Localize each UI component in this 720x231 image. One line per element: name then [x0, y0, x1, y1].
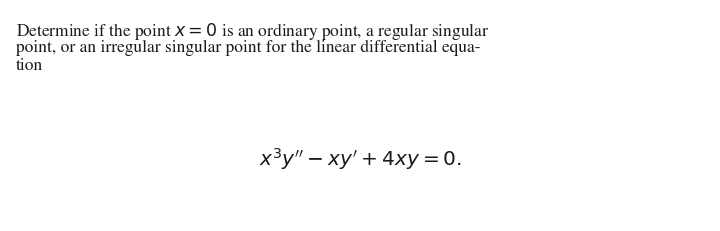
Text: Determine if the point $x = 0$ is an ordinary point, a regular singular: Determine if the point $x = 0$ is an ord… [16, 21, 490, 42]
Text: tion: tion [16, 58, 43, 74]
Text: point, or an irregular singular point for the linear differential equa-: point, or an irregular singular point fo… [16, 40, 480, 55]
Text: $x^3y'' - xy' + 4xy = 0.$: $x^3y'' - xy' + 4xy = 0.$ [258, 146, 462, 172]
